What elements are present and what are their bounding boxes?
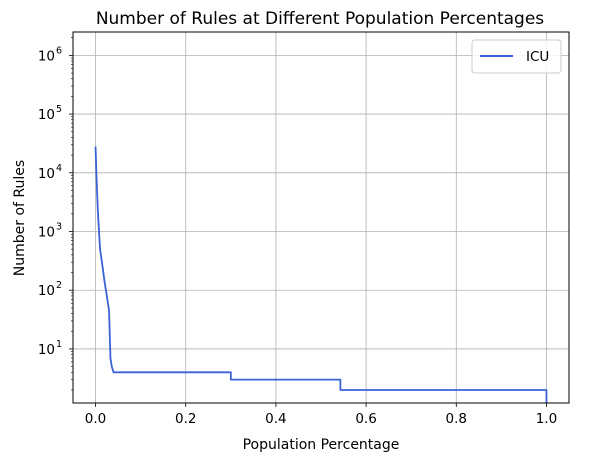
x-tick-label: 0.6 (355, 411, 376, 427)
y-tick-exponent: 6 (56, 45, 62, 56)
chart-title: Number of Rules at Different Population … (96, 9, 544, 29)
y-tick-label: 10 (38, 342, 55, 358)
y-tick-label: 10 (38, 166, 55, 182)
y-tick-exponent: 3 (56, 222, 62, 233)
x-tick-label: 0.2 (175, 411, 196, 427)
x-tick-label: 0.4 (265, 411, 286, 427)
series-line-icu (94, 146, 548, 403)
x-tick-label: 0.0 (85, 411, 106, 427)
x-tick-label: 0.8 (446, 411, 467, 427)
plot-area (94, 146, 548, 403)
plot-frame (72, 31, 570, 404)
grid (73, 32, 569, 403)
y-tick-label: 10 (38, 283, 55, 299)
y-tick-label: 10 (38, 48, 55, 64)
y-tick-label: 10 (38, 225, 55, 241)
legend-label: ICU (526, 49, 549, 65)
y-tick-label: 10 (38, 107, 55, 123)
legend: ICU (471, 39, 562, 74)
y-tick-exponent: 2 (56, 280, 62, 291)
x-axis: 0.0 0.2 0.4 0.6 0.8 1.0 (85, 403, 557, 427)
x-tick-label: 1.0 (536, 411, 557, 427)
legend-box (471, 39, 562, 74)
y-tick-exponent: 4 (56, 163, 62, 174)
x-axis-label: Population Percentage (243, 437, 400, 453)
y-tick-exponent: 5 (56, 104, 62, 115)
y-axis-label: Number of Rules (12, 160, 28, 276)
y-tick-exponent: 1 (56, 339, 62, 350)
